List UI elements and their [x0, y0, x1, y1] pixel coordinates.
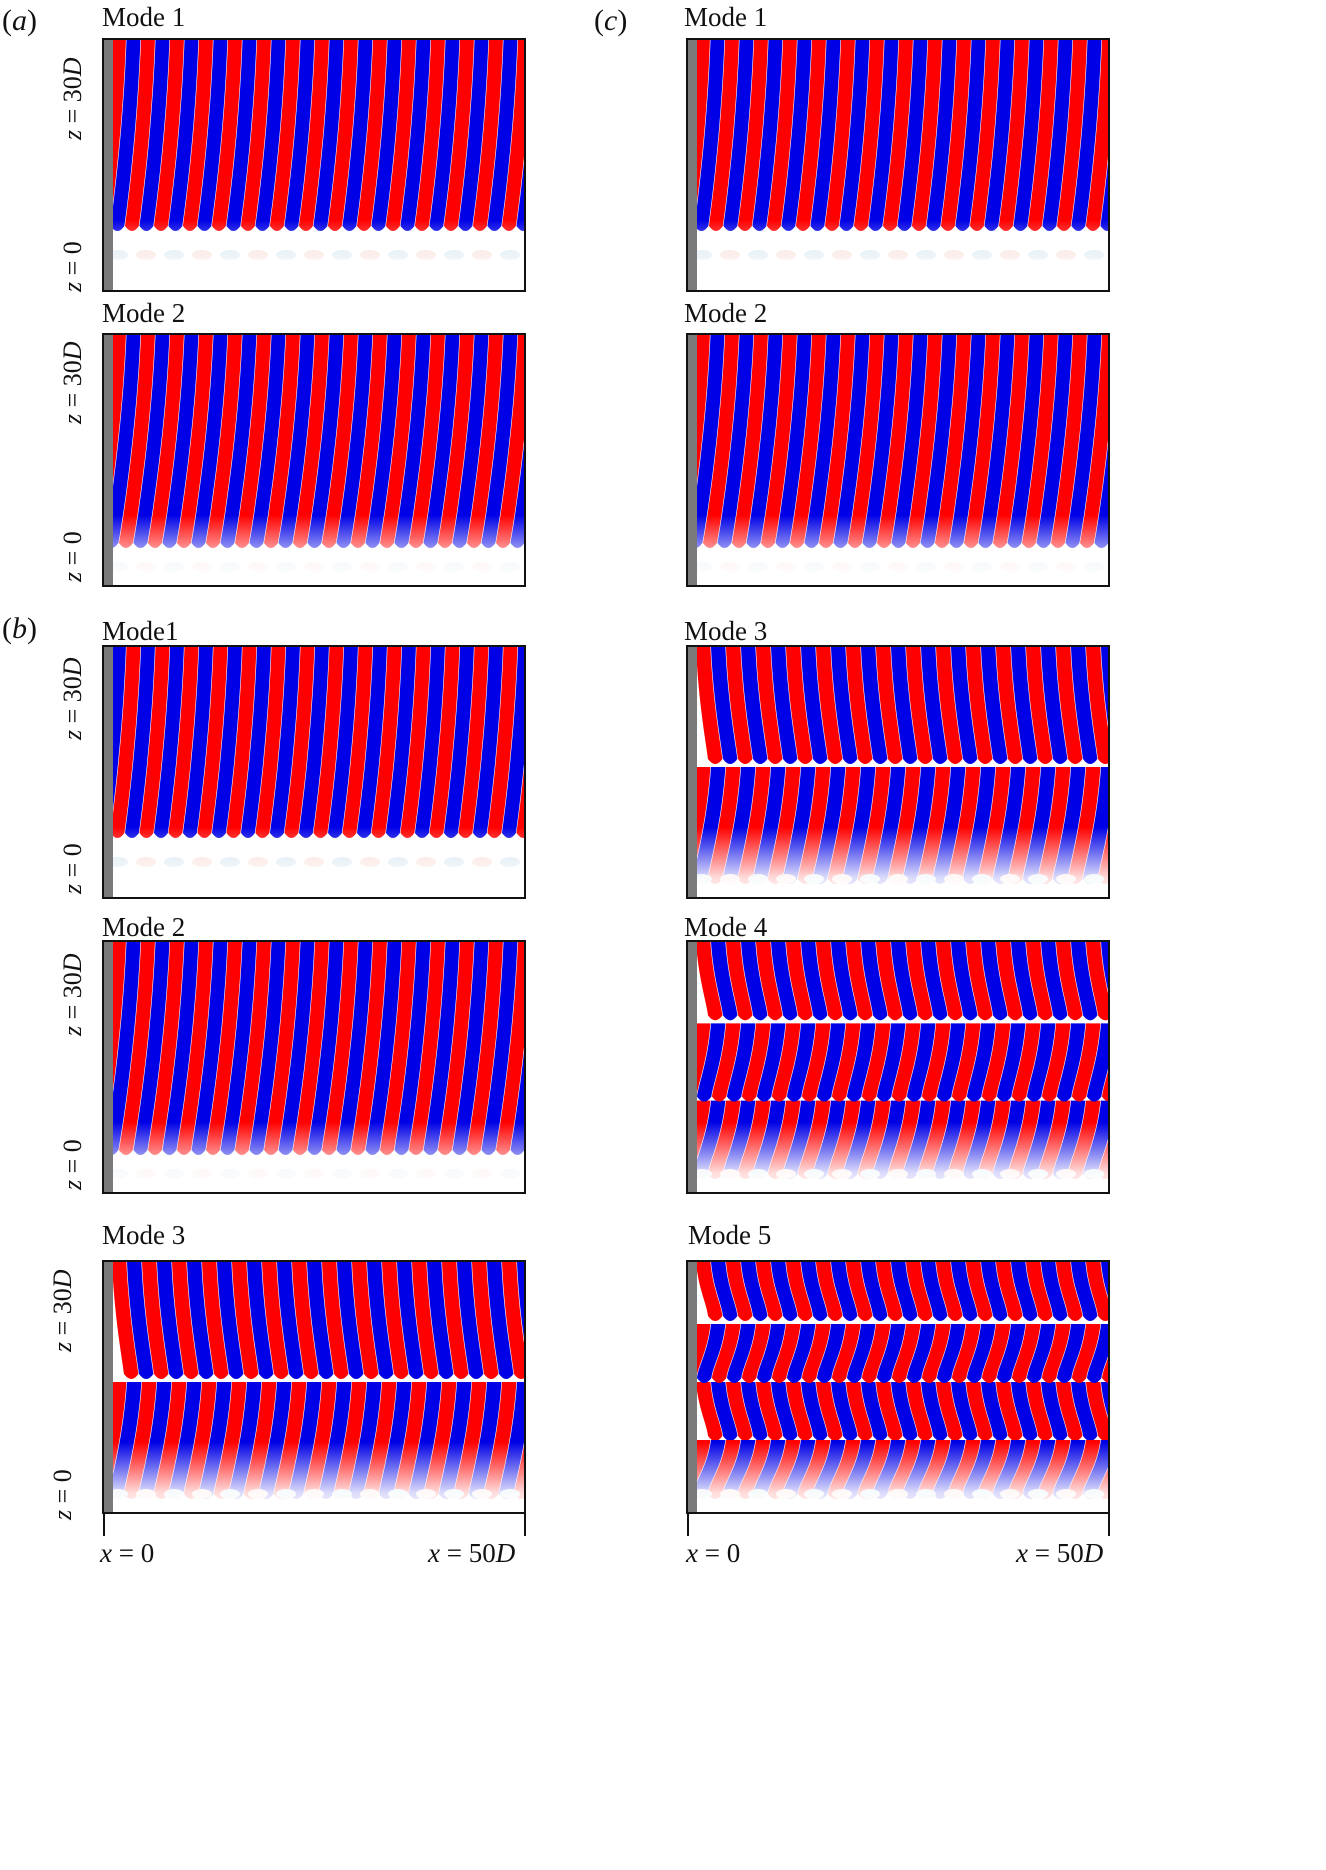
plot-title-c3: Mode 3	[684, 616, 768, 646]
panel-label-a: (a)	[2, 4, 37, 37]
plot-title-c4: Mode 4	[684, 912, 768, 942]
mode-plot-b1	[102, 645, 526, 899]
wake-fade	[688, 1262, 1108, 1512]
ylabel-bottom-b1: z = 0	[58, 843, 87, 894]
ylabel-bottom-b2: z = 0	[58, 1139, 87, 1190]
cylinder-a2	[104, 335, 113, 585]
cylinder-a1	[104, 40, 113, 290]
cylinder-b3	[104, 1262, 113, 1512]
mode-plot-c3	[686, 645, 1110, 899]
plot-title-c1: Mode 1	[684, 2, 768, 32]
wake-fade	[688, 40, 1108, 290]
cylinder-b1	[104, 647, 113, 897]
ylabel-bottom-a1: z = 0	[58, 241, 87, 292]
ylabel-top-b3: z = 30D	[48, 1269, 77, 1352]
xlabel-left-c: x = 0	[686, 1538, 741, 1568]
field-b1	[104, 647, 524, 897]
wake-fade	[104, 647, 524, 897]
wake-fade	[104, 942, 524, 1192]
plot-title-b1: Mode1	[102, 616, 179, 646]
x-tick-left-c	[687, 1514, 689, 1536]
plot-title-a1: Mode 1	[102, 2, 186, 32]
plot-title-b2: Mode 2	[102, 912, 186, 942]
cylinder-c3	[688, 647, 697, 897]
wake-fade	[104, 40, 524, 290]
wake-fade	[104, 1262, 524, 1512]
x-tick-left-b	[103, 1514, 105, 1536]
mode-plot-c2	[686, 333, 1110, 587]
mode-plot-a1	[102, 38, 526, 292]
field-c2	[688, 335, 1108, 585]
mode-plot-b2	[102, 940, 526, 1194]
cylinder-c1	[688, 40, 697, 290]
field-a2	[104, 335, 524, 585]
mode-plot-b3	[102, 1260, 526, 1514]
field-c1	[688, 40, 1108, 290]
panel-label-c: (c)	[594, 4, 628, 37]
plot-title-c5: Mode 5	[688, 1220, 772, 1250]
plot-title-c2: Mode 2	[684, 298, 768, 328]
ylabel-bottom-b3: z = 0	[48, 1469, 77, 1520]
field-c3	[688, 647, 1108, 897]
mode-plot-c5	[686, 1260, 1110, 1514]
wake-fade	[688, 335, 1108, 585]
mode-plot-c1	[686, 38, 1110, 292]
mode-plot-a2	[102, 333, 526, 587]
field-a1	[104, 40, 524, 290]
mode-plot-c4	[686, 940, 1110, 1194]
ylabel-top-b1: z = 30D	[58, 657, 87, 740]
ylabel-top-a1: z = 30D	[58, 57, 87, 140]
ylabel-top-a2: z = 30D	[58, 341, 87, 424]
plot-title-a2: Mode 2	[102, 298, 186, 328]
wake-fade	[688, 647, 1108, 897]
cylinder-b2	[104, 942, 113, 1192]
ylabel-top-b2: z = 30D	[58, 953, 87, 1036]
cylinder-c2	[688, 335, 697, 585]
ylabel-bottom-a2: z = 0	[58, 531, 87, 582]
field-b3	[104, 1262, 524, 1512]
xlabel-right-c: x = 50D	[1016, 1538, 1104, 1568]
xlabel-right-b: x = 50D	[428, 1538, 516, 1568]
plot-title-b3: Mode 3	[102, 1220, 186, 1250]
panel-label-b: (b)	[2, 612, 37, 645]
field-b2	[104, 942, 524, 1192]
wake-fade	[688, 942, 1108, 1192]
cylinder-c4	[688, 942, 697, 1192]
field-c5	[688, 1262, 1108, 1512]
wake-fade	[104, 335, 524, 585]
cylinder-c5	[688, 1262, 697, 1512]
x-tick-right-c	[1108, 1514, 1110, 1536]
x-tick-right-b	[524, 1514, 526, 1536]
xlabel-left-b: x = 0	[100, 1538, 155, 1568]
field-c4	[688, 942, 1108, 1192]
